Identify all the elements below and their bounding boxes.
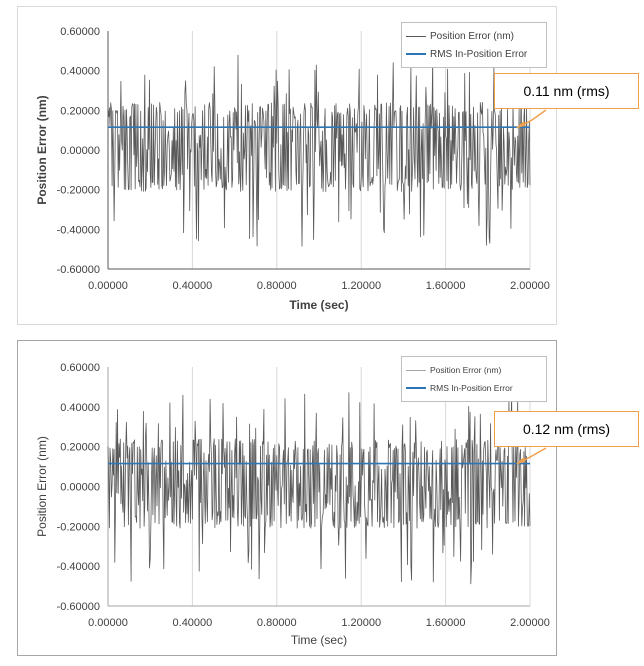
chart-plot-top: 0.00000 0.40000 0.80000 1.20000 1.60000 2.000… — [35, 26, 550, 312]
y-tick-label: 0.60000 — [60, 362, 100, 374]
legend-label-rms: RMS In-Position Error — [430, 48, 528, 60]
x-tick-label: 1.20000 — [341, 280, 381, 292]
x-tick-label: 1.20000 — [341, 617, 381, 629]
x-axis-label: Time (sec) — [291, 633, 347, 647]
y-tick-label: -0.20000 — [57, 185, 100, 197]
chart-legend: Position Error (nm) RMS In-Position Erro… — [401, 356, 547, 402]
chart-plot-bottom: 0.00000 0.40000 0.80000 1.20000 1.60000 2.000… — [35, 362, 550, 647]
y-tick-label: -0.20000 — [57, 521, 100, 533]
y-tick-label: 0.00000 — [60, 482, 100, 494]
chart-legend: Position Error (nm) RMS In-Position Erro… — [401, 22, 547, 68]
y-tick-label: 0.40000 — [60, 402, 100, 414]
series-position-error — [107, 391, 531, 585]
x-tick-label: 2.00000 — [510, 280, 550, 292]
x-tick-label: 0.80000 — [257, 617, 297, 629]
legend-entry-position-error: Position Error (nm) — [406, 361, 542, 379]
x-tick-label: 0.40000 — [173, 617, 213, 629]
chart-panel-top: 0.00000 0.40000 0.80000 1.20000 1.60000 2.000… — [17, 6, 557, 325]
x-axis-label: Time (sec) — [289, 298, 348, 312]
x-tick-label: 0.40000 — [173, 280, 213, 292]
legend-swatch-position-error — [406, 35, 426, 37]
legend-entry-rms: RMS In-Position Error — [406, 45, 542, 63]
y-axis-label: Position Error (nm) — [35, 436, 49, 537]
legend-swatch-position-error — [406, 369, 426, 371]
x-tick-label: 2.00000 — [510, 617, 550, 629]
y-tick-label: 0.20000 — [60, 105, 100, 117]
series-position-error — [107, 54, 531, 247]
legend-entry-rms: RMS In-Position Error — [406, 379, 542, 397]
x-tick-label: 0.80000 — [257, 280, 297, 292]
rms-callout-top: 0.11 nm (rms) — [494, 73, 639, 109]
y-tick-label: 0.00000 — [60, 145, 100, 157]
x-tick-label: 0.00000 — [88, 617, 128, 629]
y-tick-label: 0.40000 — [60, 66, 100, 78]
x-tick-label: 1.60000 — [426, 280, 466, 292]
legend-swatch-rms — [406, 53, 426, 55]
y-tick-label: -0.40000 — [57, 561, 100, 573]
rms-callout-bottom: 0.12 nm (rms) — [494, 411, 639, 447]
y-tick-label: 0.60000 — [60, 26, 100, 38]
legend-entry-position-error: Position Error (nm) — [406, 27, 542, 45]
legend-label-position-error: Position Error (nm) — [430, 30, 514, 42]
x-tick-label: 1.60000 — [426, 617, 466, 629]
legend-label-rms: RMS In-Position Error — [430, 383, 513, 393]
legend-swatch-rms — [406, 387, 426, 389]
chart-panel-bottom: 0.00000 0.40000 0.80000 1.20000 1.60000 2.000… — [17, 340, 557, 656]
y-tick-label: -0.60000 — [57, 601, 100, 613]
y-tick-label: 0.20000 — [60, 442, 100, 454]
x-tick-label: 0.00000 — [88, 280, 128, 292]
y-tick-label: -0.60000 — [57, 264, 100, 276]
y-tick-label: -0.40000 — [57, 224, 100, 236]
legend-label-position-error: Position Error (nm) — [430, 365, 502, 375]
y-axis-label: Position Error (nm) — [35, 95, 49, 204]
